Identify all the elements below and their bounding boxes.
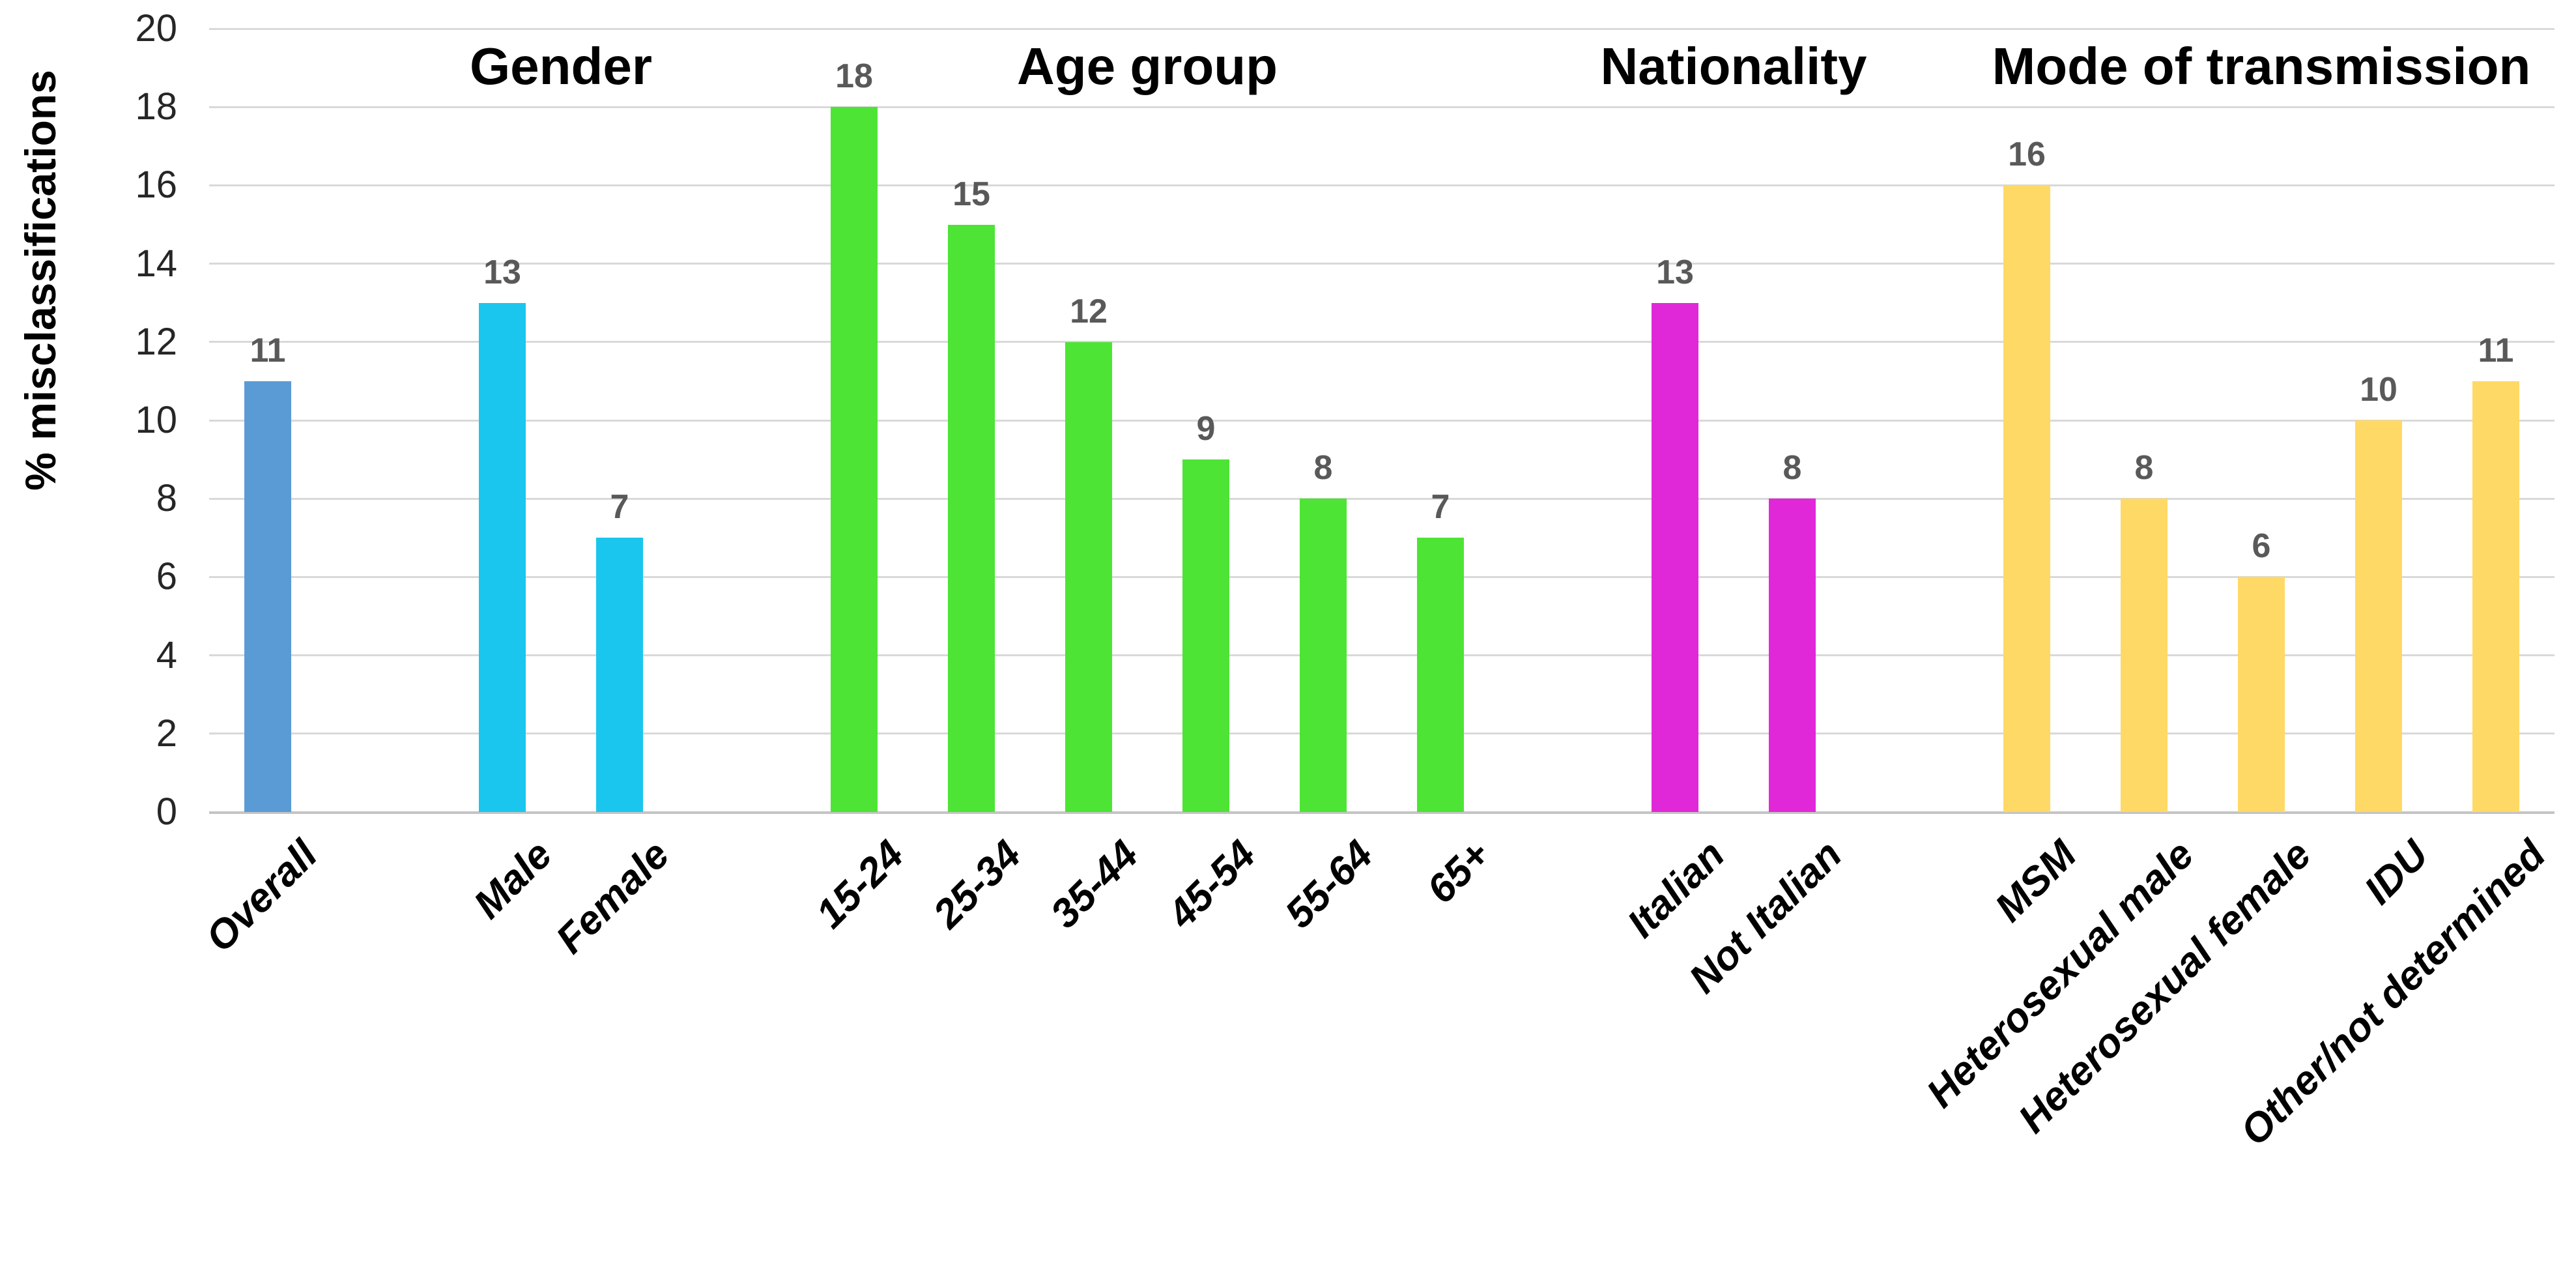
bar-heterosexual-male [2121,499,2168,812]
bar-value-label: 11 [2478,331,2514,370]
bar-value-label: 10 [2360,371,2397,409]
bar-45-54 [1182,459,1229,812]
gridline [209,184,2555,186]
y-tick-label: 14 [135,242,177,285]
y-tick-label: 4 [156,633,177,676]
bar-value-label: 16 [2008,136,2046,174]
bar-value-label: 9 [1196,410,1216,448]
gridline [209,263,2555,265]
gridline [209,575,2555,578]
bar-value-label: 13 [1656,253,1694,291]
y-tick-label: 20 [135,7,177,50]
group-title-gender: Gender [469,37,653,95]
bar-15-24 [831,107,878,812]
bar-value-label: 7 [610,488,629,527]
y-tick-label: 12 [135,320,177,363]
bar-idu [2355,420,2402,812]
y-tick-label: 6 [156,555,177,598]
y-tick-label: 2 [156,712,177,755]
bar-value-label: 13 [483,253,521,291]
bar-overall [244,381,291,812]
y-tick-label: 0 [156,790,177,833]
bar-value-label: 8 [1313,449,1333,487]
gridline [209,106,2555,108]
bar-male [479,302,526,812]
group-title-nationality: Nationality [1600,37,1867,95]
bar-heterosexual-female [2238,577,2285,812]
y-tick-label: 8 [156,477,177,520]
x-axis-line [209,811,2555,814]
bar-value-label: 11 [250,331,286,370]
bar-value-label: 15 [952,175,990,213]
y-tick-label: 10 [135,399,177,441]
bar-35-44 [1065,341,1112,812]
bar-value-label: 18 [835,57,873,96]
bar-25-34 [948,224,995,812]
bar-msm [2003,185,2050,812]
group-title-mode-of-transmission: Mode of transmission [1992,37,2531,95]
bar-female [596,538,643,812]
gridline [209,419,2555,422]
bar-italian [1652,302,1698,812]
y-tick-label: 16 [135,164,177,207]
gridline [209,27,2555,30]
bar-55-64 [1300,499,1347,812]
gridline [209,654,2555,657]
bar-value-label: 7 [1431,488,1450,527]
bar-value-label: 12 [1070,292,1108,330]
y-tick-label: 18 [135,85,177,128]
gridline [209,732,2555,735]
bar-not-italian [1769,499,1816,812]
gridline [209,341,2555,343]
bar-65 [1417,538,1464,812]
bar-value-label: 8 [2134,449,2154,487]
bar-value-label: 6 [2252,527,2271,566]
bar-value-label: 8 [1782,449,1802,487]
misclassification-bar-chart: % misclassifications 20 18 16 14 12 10 8 6 4 2 0 11… [16,7,2555,1155]
group-title-age-group: Age group [1017,37,1278,95]
bar-other-not-determined [2472,381,2519,812]
gridline [209,497,2555,500]
